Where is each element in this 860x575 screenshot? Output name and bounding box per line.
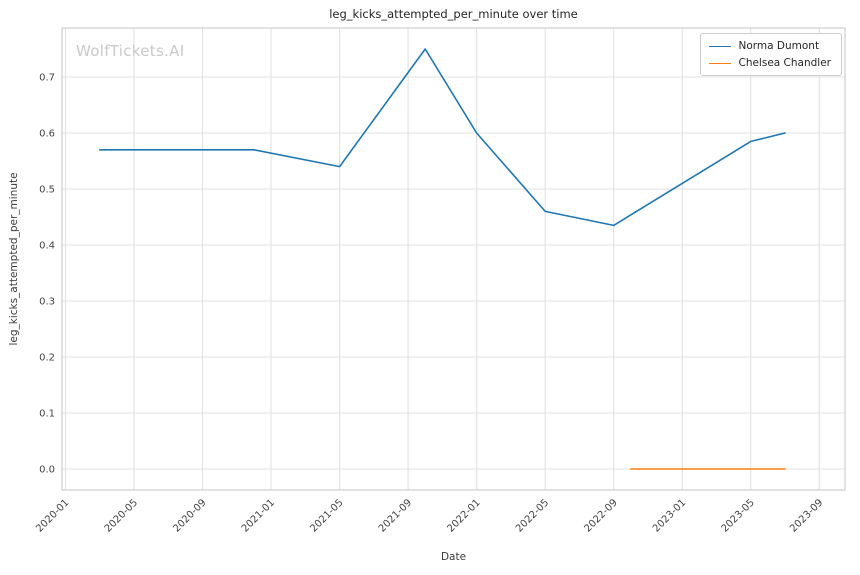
x-axis-label: Date [440,551,467,563]
x-tick-label: 2020-09 [171,497,208,534]
x-tick-label: 2020-05 [103,497,140,534]
legend-line-swatch-chelsea-chandler [709,62,732,64]
x-tick-label: 2020-01 [34,497,71,534]
x-tick-label: 2023-05 [720,497,757,534]
y-axis-label: leg_kicks_attempted_per_minute [8,172,20,346]
x-tick-label: 2022-05 [514,497,551,534]
x-tick-label: 2021-05 [308,497,345,534]
legend-item-chelsea-chandler: Chelsea Chandler [709,57,831,69]
legend: Norma Dumont Chelsea Chandler [700,33,842,76]
legend-label-chelsea-chandler: Chelsea Chandler [738,57,831,69]
y-tick-label: 0.7 [39,73,55,84]
y-tick-label: 0.2 [39,353,55,364]
x-tick-label: 2023-01 [651,497,688,534]
series-line-norma-dumont [98,48,786,227]
x-tick-label: 2023-09 [788,497,825,534]
x-tick-label: 2022-09 [582,497,619,534]
x-tick-label: 2021-01 [240,497,277,534]
legend-label-norma-dumont: Norma Dumont [738,40,820,52]
legend-item-norma-dumont: Norma Dumont [709,40,831,52]
y-tick-label: 0.1 [39,409,55,420]
y-tick-label: 0.3 [39,297,55,308]
y-tick-label: 0.6 [39,129,55,140]
y-tick-label: 0.5 [39,185,55,196]
x-tick-label: 2021-09 [377,497,414,534]
chart-title: leg_kicks_attempted_per_minute over time [329,7,578,21]
watermark: WolfTickets.AI [76,42,185,60]
y-tick-label: 0.0 [39,465,55,476]
x-tick-label: 2022-01 [445,497,482,534]
plot-border [61,27,846,491]
legend-line-swatch-norma-dumont [709,45,732,47]
y-tick-label: 0.4 [39,241,55,252]
